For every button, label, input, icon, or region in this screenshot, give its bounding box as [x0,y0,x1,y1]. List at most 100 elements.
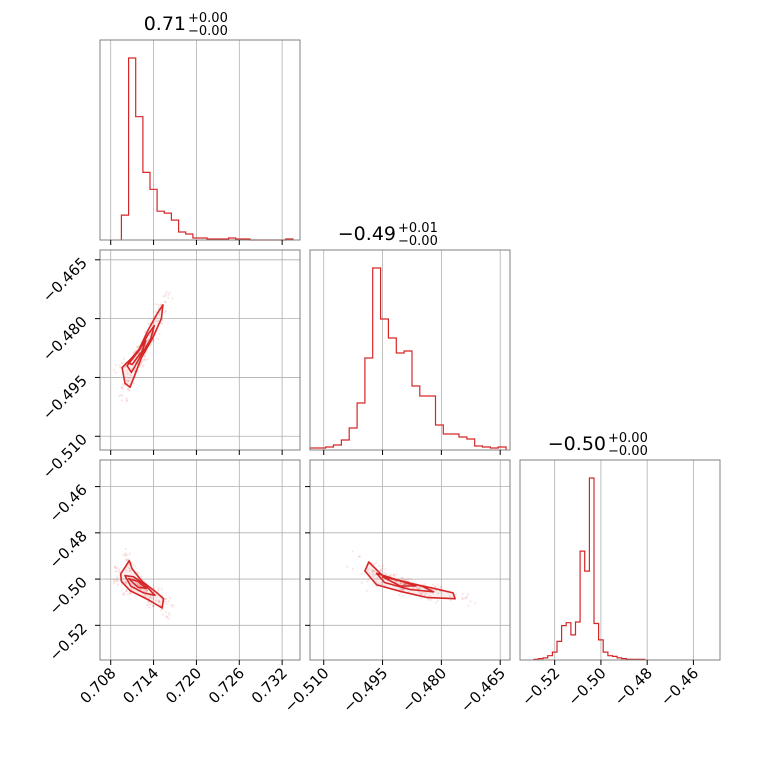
sample-point [118,364,121,367]
sample-point [410,578,413,581]
sample-point [125,590,128,593]
sample-point [132,588,135,591]
sample-point [148,596,151,599]
sample-point [161,613,164,616]
sample-point [130,367,133,371]
sample-point [153,322,156,325]
sample-point [118,568,121,571]
sample-point [114,371,118,374]
sample-point [152,339,155,342]
x-tick-label: 0.714 [119,664,162,707]
sample-point [372,563,376,566]
sample-point [164,597,167,601]
sample-point [402,594,405,597]
sample-point [392,573,395,576]
sample-point [461,598,464,601]
sample-point [360,573,363,576]
sample-point [425,591,428,594]
sample-point [358,555,361,558]
sample-point [448,594,451,598]
sample-point [167,617,170,621]
sample-point [461,597,464,600]
sample-point [145,588,148,592]
sample-point [357,555,361,558]
sample-point [144,595,147,598]
sample-point [372,569,375,572]
density-contour [127,340,147,366]
sample-point [376,576,379,579]
sample-point [114,570,117,573]
sample-point [113,369,116,372]
sample-point [407,577,410,581]
sample-point [116,577,119,580]
sample-point [372,573,375,576]
sample-point [167,293,170,296]
sample-point [124,581,127,584]
sample-point [371,571,374,574]
histogram-panel-0: 0.71 +0.00−0.00 [99,11,301,241]
sample-point [158,313,161,316]
sample-point [113,565,117,568]
sample-point [137,572,140,575]
panel-background [310,460,510,660]
sample-point [465,597,468,600]
sample-point [437,592,440,595]
sample-point [140,360,143,364]
x-tick-label: −0.48 [611,664,656,709]
sample-point [123,366,126,369]
sample-point [168,596,172,600]
panel-background [520,460,720,660]
panel-title-minus: −0.00 [608,444,648,459]
sample-point [416,586,419,589]
sample-point [121,383,124,386]
sample-point [402,583,406,586]
sample-point [439,585,442,589]
sample-point [120,386,123,389]
sample-point [114,566,117,570]
sample-point [116,570,119,573]
sample-point [378,565,381,568]
sample-point [126,559,129,563]
sample-point [403,578,407,582]
sample-point [129,592,132,595]
sample-point [126,369,129,372]
sample-point [126,593,129,596]
sample-point [116,579,119,583]
sample-point [360,581,364,584]
sample-point [384,584,387,587]
panel-frame [309,459,511,661]
sample-point [135,581,138,584]
histogram-steps [309,267,507,450]
sample-point [118,395,121,398]
density-contour [127,577,148,590]
sample-point [142,359,145,362]
sample-point [434,601,437,604]
sample-point [136,345,139,349]
sample-point [132,352,135,355]
sample-point [122,592,125,595]
sample-point [116,567,119,570]
sample-point [416,587,419,590]
sample-point [143,594,146,597]
y-tick-label: −0.50 [46,573,91,618]
sample-point [373,570,376,573]
sample-point [419,587,422,590]
sample-point [375,562,378,565]
sample-point [436,599,439,602]
sample-point [417,587,420,590]
sample-point [143,590,146,593]
x-tick-label: −0.50 [565,664,610,709]
sample-point [156,303,160,307]
sample-point [125,398,128,402]
sample-point [150,596,153,599]
sample-point [158,332,161,335]
sample-point [384,568,387,571]
x-tick-label: 0.726 [205,664,248,707]
panel-title-value: −0.50 [548,433,606,455]
sample-point [144,358,147,362]
sample-point [123,384,126,387]
sample-point [399,588,403,591]
sample-point [127,558,130,561]
panel-title-value: 0.71 [144,13,186,35]
